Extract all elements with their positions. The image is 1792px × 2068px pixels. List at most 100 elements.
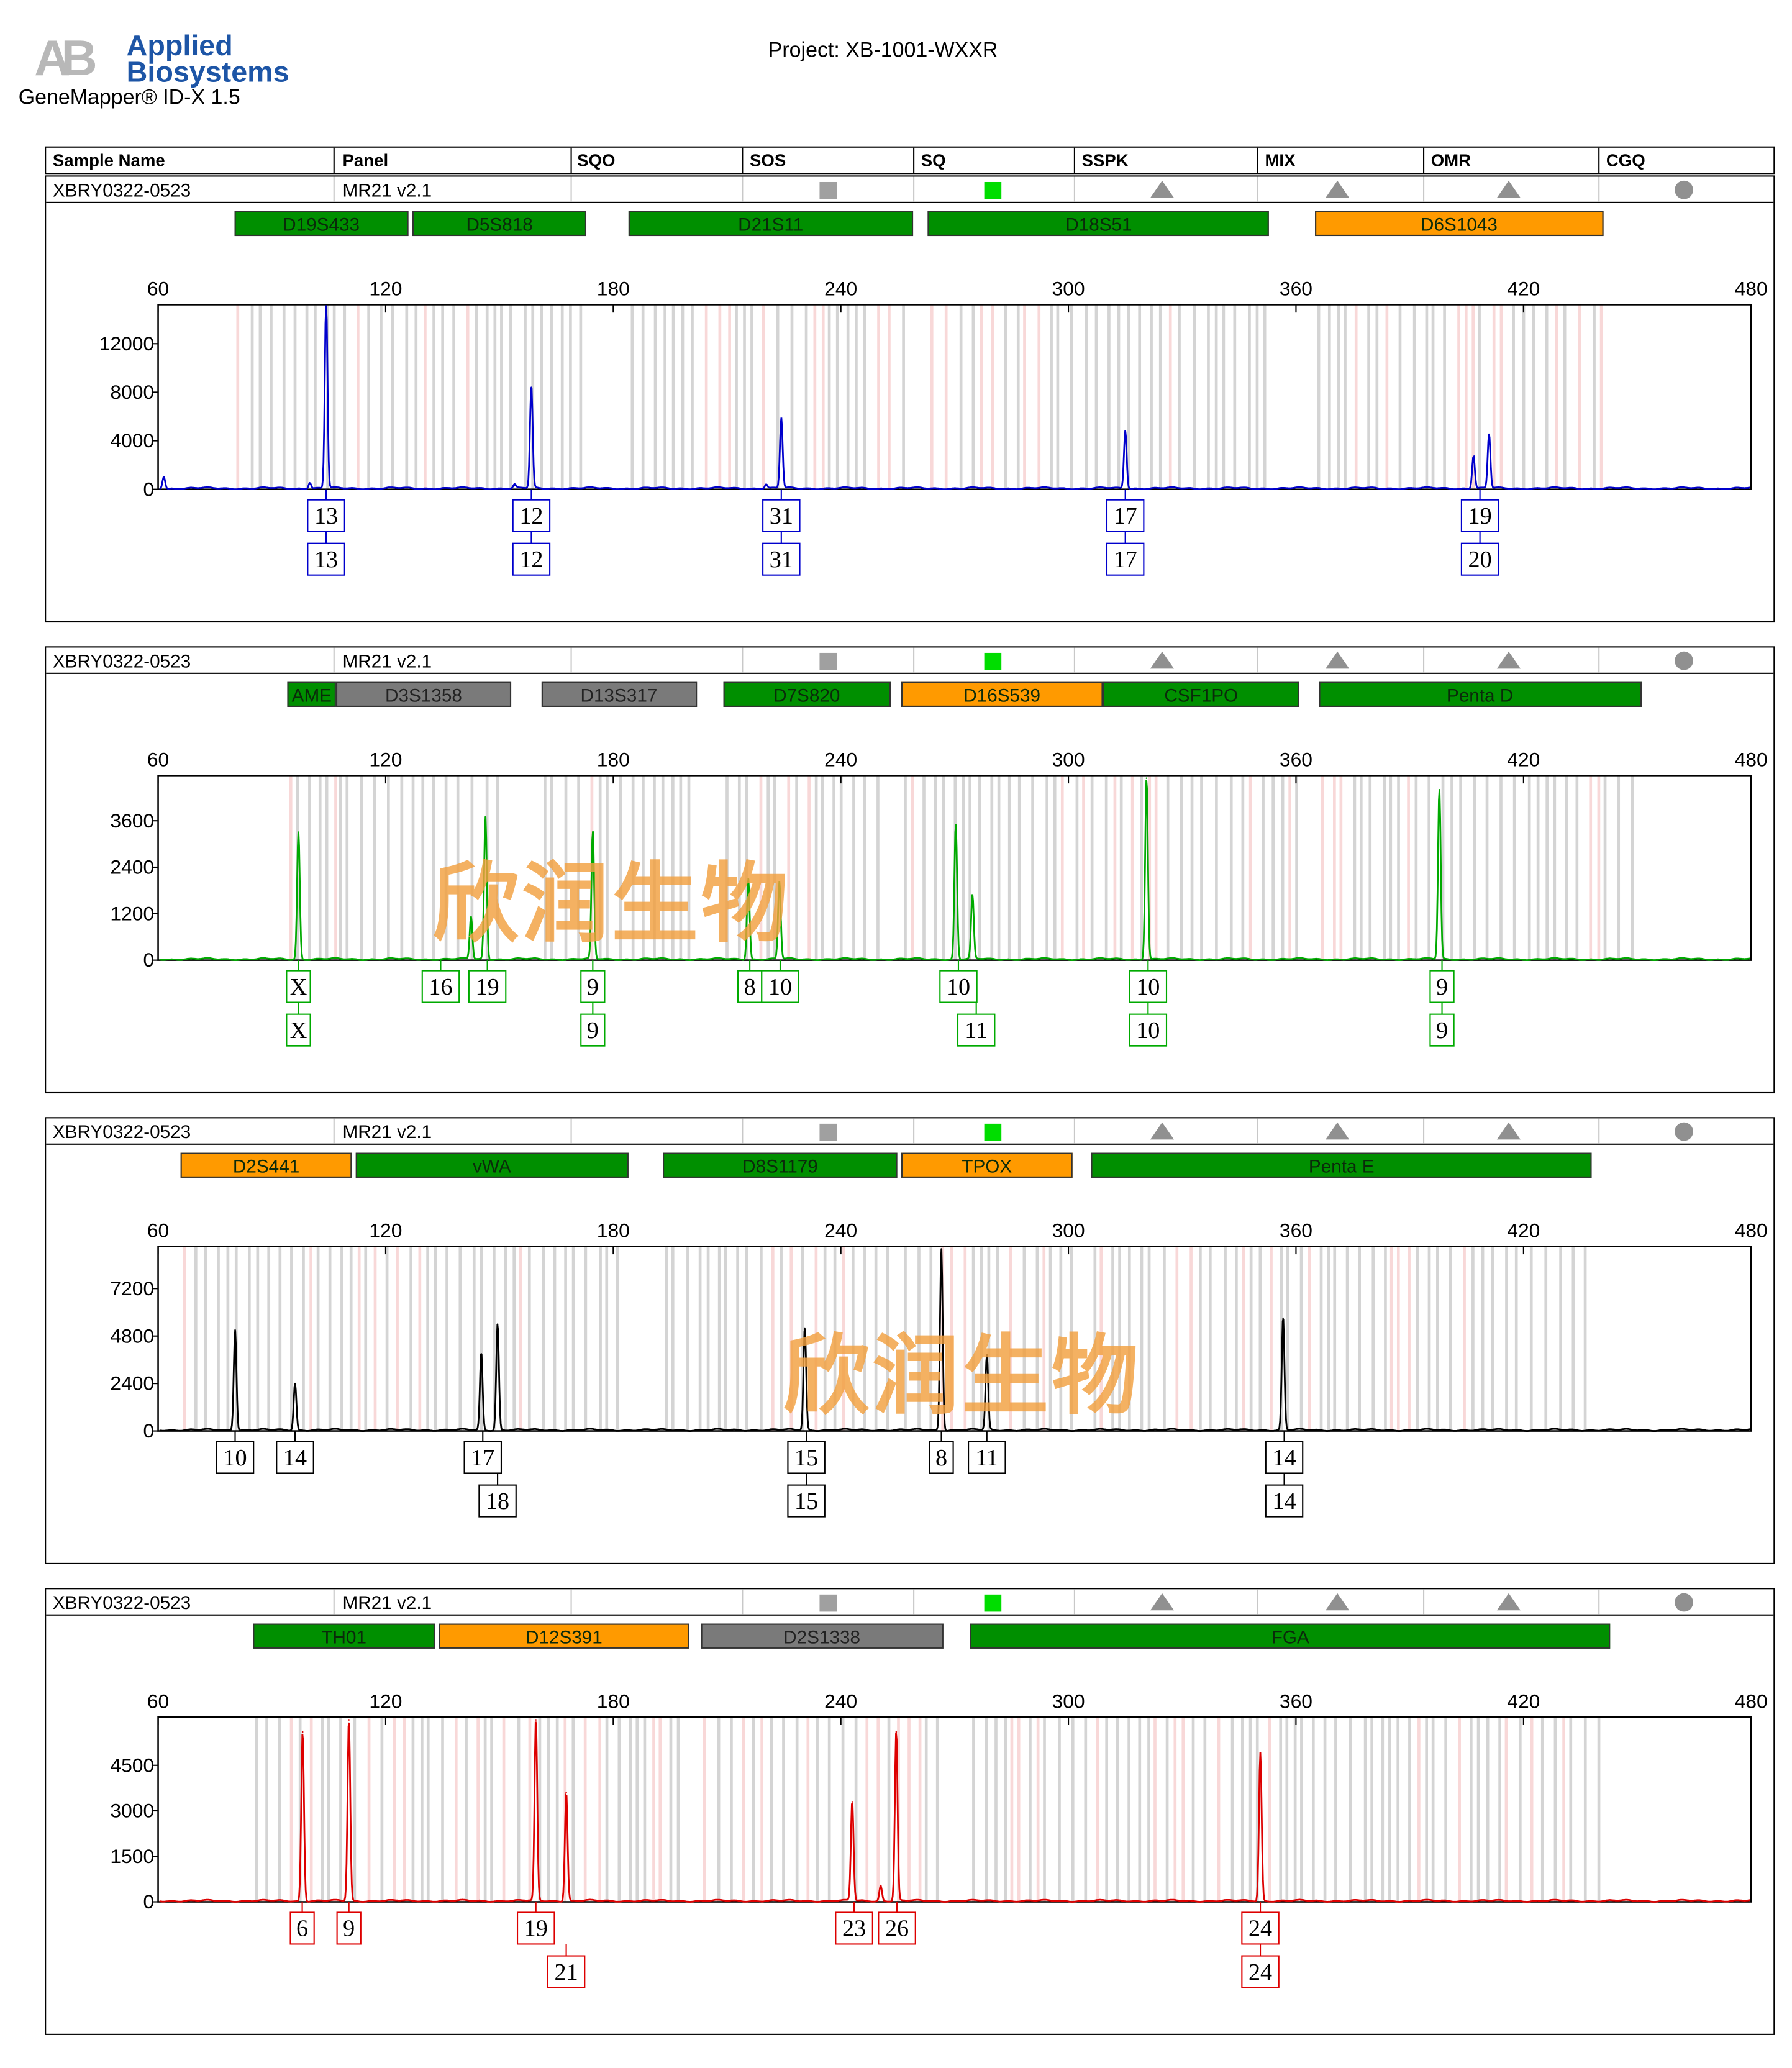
panel-name: MR21 v2.1 <box>342 179 432 201</box>
allele-call-bottom[interactable]: 10 <box>1129 1002 1168 1047</box>
allele-call-bottom[interactable]: 14 <box>1265 1473 1304 1518</box>
marker-penta-e: Penta E <box>1091 1152 1592 1178</box>
allele-call-top[interactable]: 6 <box>289 1902 315 1945</box>
allele-call-top[interactable]: 19 <box>468 960 507 1003</box>
svg-text:15: 15 <box>794 1445 818 1471</box>
peak <box>1488 434 1490 436</box>
peak <box>565 1792 567 1793</box>
allele-call-top[interactable]: 11 <box>968 1431 1006 1474</box>
allele-call-top[interactable]: 10 <box>1129 960 1168 1003</box>
flag-mix-icon <box>1326 1122 1350 1140</box>
peak <box>294 1382 296 1385</box>
allele-call-bottom[interactable]: 13 <box>307 531 345 576</box>
allele-call-bottom[interactable]: 17 <box>1106 531 1145 576</box>
electropherogram-red: 60 120 180 240 300 360 420 480 0 1500 3000 4500 6 9 19… <box>110 1690 1768 1988</box>
marker-d3s1358: D3S1358 <box>336 681 511 707</box>
svg-text:9: 9 <box>343 1916 355 1942</box>
allele-call-bottom[interactable]: 18 <box>478 1473 517 1518</box>
svg-text:21: 21 <box>555 1959 578 1985</box>
svg-text:13: 13 <box>314 547 338 573</box>
peak <box>1259 1752 1262 1754</box>
col-cgq: CGQ <box>1606 150 1645 170</box>
x-tick-label: 480 <box>1735 749 1768 771</box>
svg-text:24: 24 <box>1248 1959 1272 1985</box>
allele-bins <box>289 775 1634 960</box>
signal-trace-blue <box>159 306 1750 491</box>
svg-text:31: 31 <box>770 547 793 573</box>
allele-call-top[interactable]: 12 <box>512 489 551 532</box>
flag-mix-icon <box>1326 1593 1350 1611</box>
allele-call-top[interactable]: 10 <box>939 960 978 1003</box>
allele-call-top[interactable]: 8 <box>737 960 763 1003</box>
sample-name: XBRY0322-0523 <box>52 650 191 672</box>
allele-call-top[interactable]: 17 <box>463 1431 503 1474</box>
allele-call-top[interactable]: 15 <box>787 1431 826 1474</box>
allele-call-top[interactable]: 19 <box>516 1902 555 1945</box>
svg-text:24: 24 <box>1248 1916 1272 1942</box>
flag-sspk-icon <box>1150 651 1175 669</box>
allele-call-top[interactable]: 16 <box>421 960 460 1003</box>
allele-call-top[interactable]: 13 <box>307 489 345 532</box>
allele-call-bottom[interactable]: 9 <box>580 1002 606 1047</box>
allele-call-bottom[interactable]: 31 <box>762 531 801 576</box>
allele-call-top[interactable]: 8 <box>929 1431 954 1474</box>
allele-call-bottom[interactable]: 21 <box>547 1944 586 1988</box>
svg-text:10: 10 <box>947 974 970 1000</box>
col-panel: Panel <box>342 150 389 170</box>
x-tick-label: 60 <box>147 749 169 771</box>
allele-call-bottom[interactable]: X <box>286 1002 311 1047</box>
marker-d5s818: D5S818 <box>412 211 587 237</box>
allele-call-top[interactable]: 17 <box>1106 489 1145 532</box>
allele-call-bottom[interactable]: 24 <box>1241 1944 1280 1988</box>
allele-call-top[interactable]: 9 <box>580 960 606 1003</box>
allele-call-top[interactable]: 14 <box>276 1431 314 1474</box>
marker-d2s441: D2S441 <box>181 1152 352 1178</box>
allele-call-top[interactable]: X <box>286 960 311 1003</box>
x-tick-label: 300 <box>1052 749 1085 771</box>
allele-call-top[interactable]: 14 <box>1265 1431 1304 1474</box>
app-name-version: GeneMapper® ID-X 1.5 <box>18 87 240 110</box>
allele-call-top[interactable]: 31 <box>762 489 801 532</box>
x-tick-label: 180 <box>597 1690 630 1712</box>
x-tick-label: 120 <box>369 278 402 300</box>
svg-text:16: 16 <box>429 974 452 1000</box>
peak <box>530 386 532 388</box>
y-tick-label: 0 <box>143 1419 154 1442</box>
peak <box>234 1329 236 1331</box>
y-tick-label: 4800 <box>110 1324 154 1347</box>
allele-call-top[interactable]: 19 <box>1460 489 1499 532</box>
allele-call-bottom[interactable]: 11 <box>957 1002 996 1047</box>
flag-cgq-icon <box>1675 651 1693 670</box>
peak <box>895 1731 898 1733</box>
x-tick-label: 180 <box>597 278 630 300</box>
allele-call-top[interactable]: 23 <box>835 1902 873 1945</box>
svg-text:6: 6 <box>296 1916 308 1942</box>
sample-row: XBRY0322-0523 MR21 v2.1 <box>46 1118 1774 1145</box>
allele-call-bottom[interactable]: 15 <box>787 1473 826 1518</box>
svg-text:31: 31 <box>770 503 793 529</box>
x-tick-label: 300 <box>1052 1219 1085 1241</box>
electropherogram-blue: 60 120 180 240 300 360 420 480 0 4000 8000 12000 13 1… <box>99 278 1768 576</box>
allele-call-top[interactable]: 24 <box>1241 1902 1280 1945</box>
svg-text:17: 17 <box>1114 503 1137 529</box>
x-tick-label: 420 <box>1507 1219 1540 1241</box>
marker-d19s433: D19S433 <box>234 211 409 237</box>
allele-call-top[interactable]: 10 <box>761 960 799 1003</box>
signal-trace-red <box>159 1721 1750 1903</box>
allele-call-top[interactable]: 10 <box>216 1431 255 1474</box>
peak <box>298 831 299 834</box>
sample-name: XBRY0322-0523 <box>52 179 191 201</box>
allele-call-top[interactable]: 9 <box>1429 960 1455 1003</box>
allele-call-bottom[interactable]: 20 <box>1460 531 1499 576</box>
x-tick-label: 300 <box>1052 1690 1085 1712</box>
allele-call-bottom[interactable]: 12 <box>512 531 551 576</box>
allele-call-bottom[interactable]: 9 <box>1429 1002 1455 1047</box>
y-tick-label: 0 <box>143 1890 154 1913</box>
peak <box>765 484 767 486</box>
allele-call-top[interactable]: 26 <box>878 1902 916 1945</box>
allele-call-top[interactable]: 9 <box>336 1902 362 1945</box>
panel-name: MR21 v2.1 <box>342 1592 432 1613</box>
flag-sos-icon <box>819 181 837 199</box>
x-tick-label: 240 <box>824 749 857 771</box>
